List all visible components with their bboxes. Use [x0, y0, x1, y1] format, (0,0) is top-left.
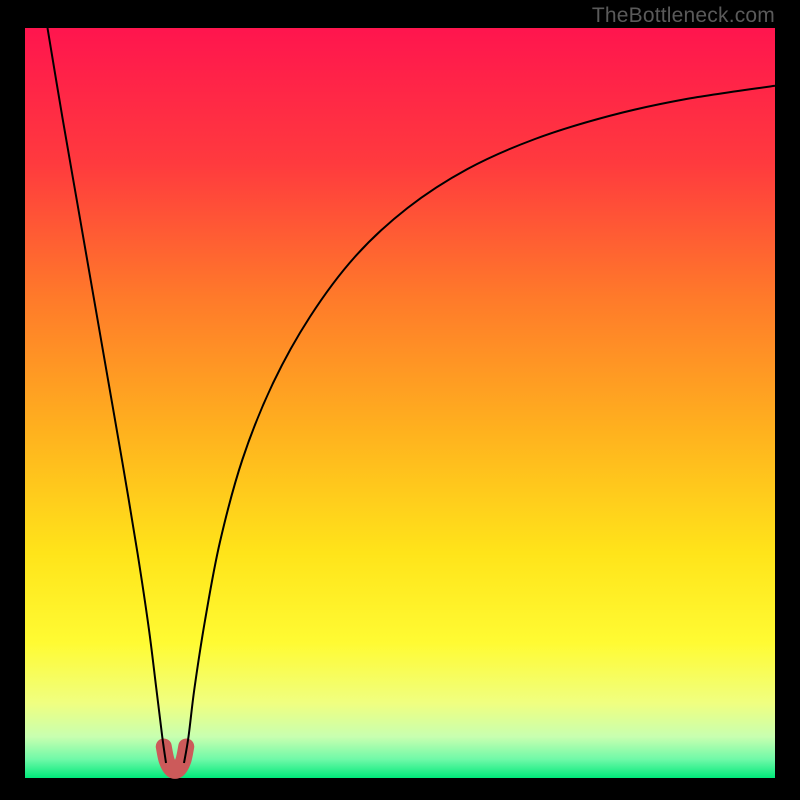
chart-svg — [0, 0, 800, 800]
plot-background — [25, 28, 775, 778]
bottleneck-chart: TheBottleneck.com — [0, 0, 800, 800]
watermark-text: TheBottleneck.com — [592, 4, 775, 28]
